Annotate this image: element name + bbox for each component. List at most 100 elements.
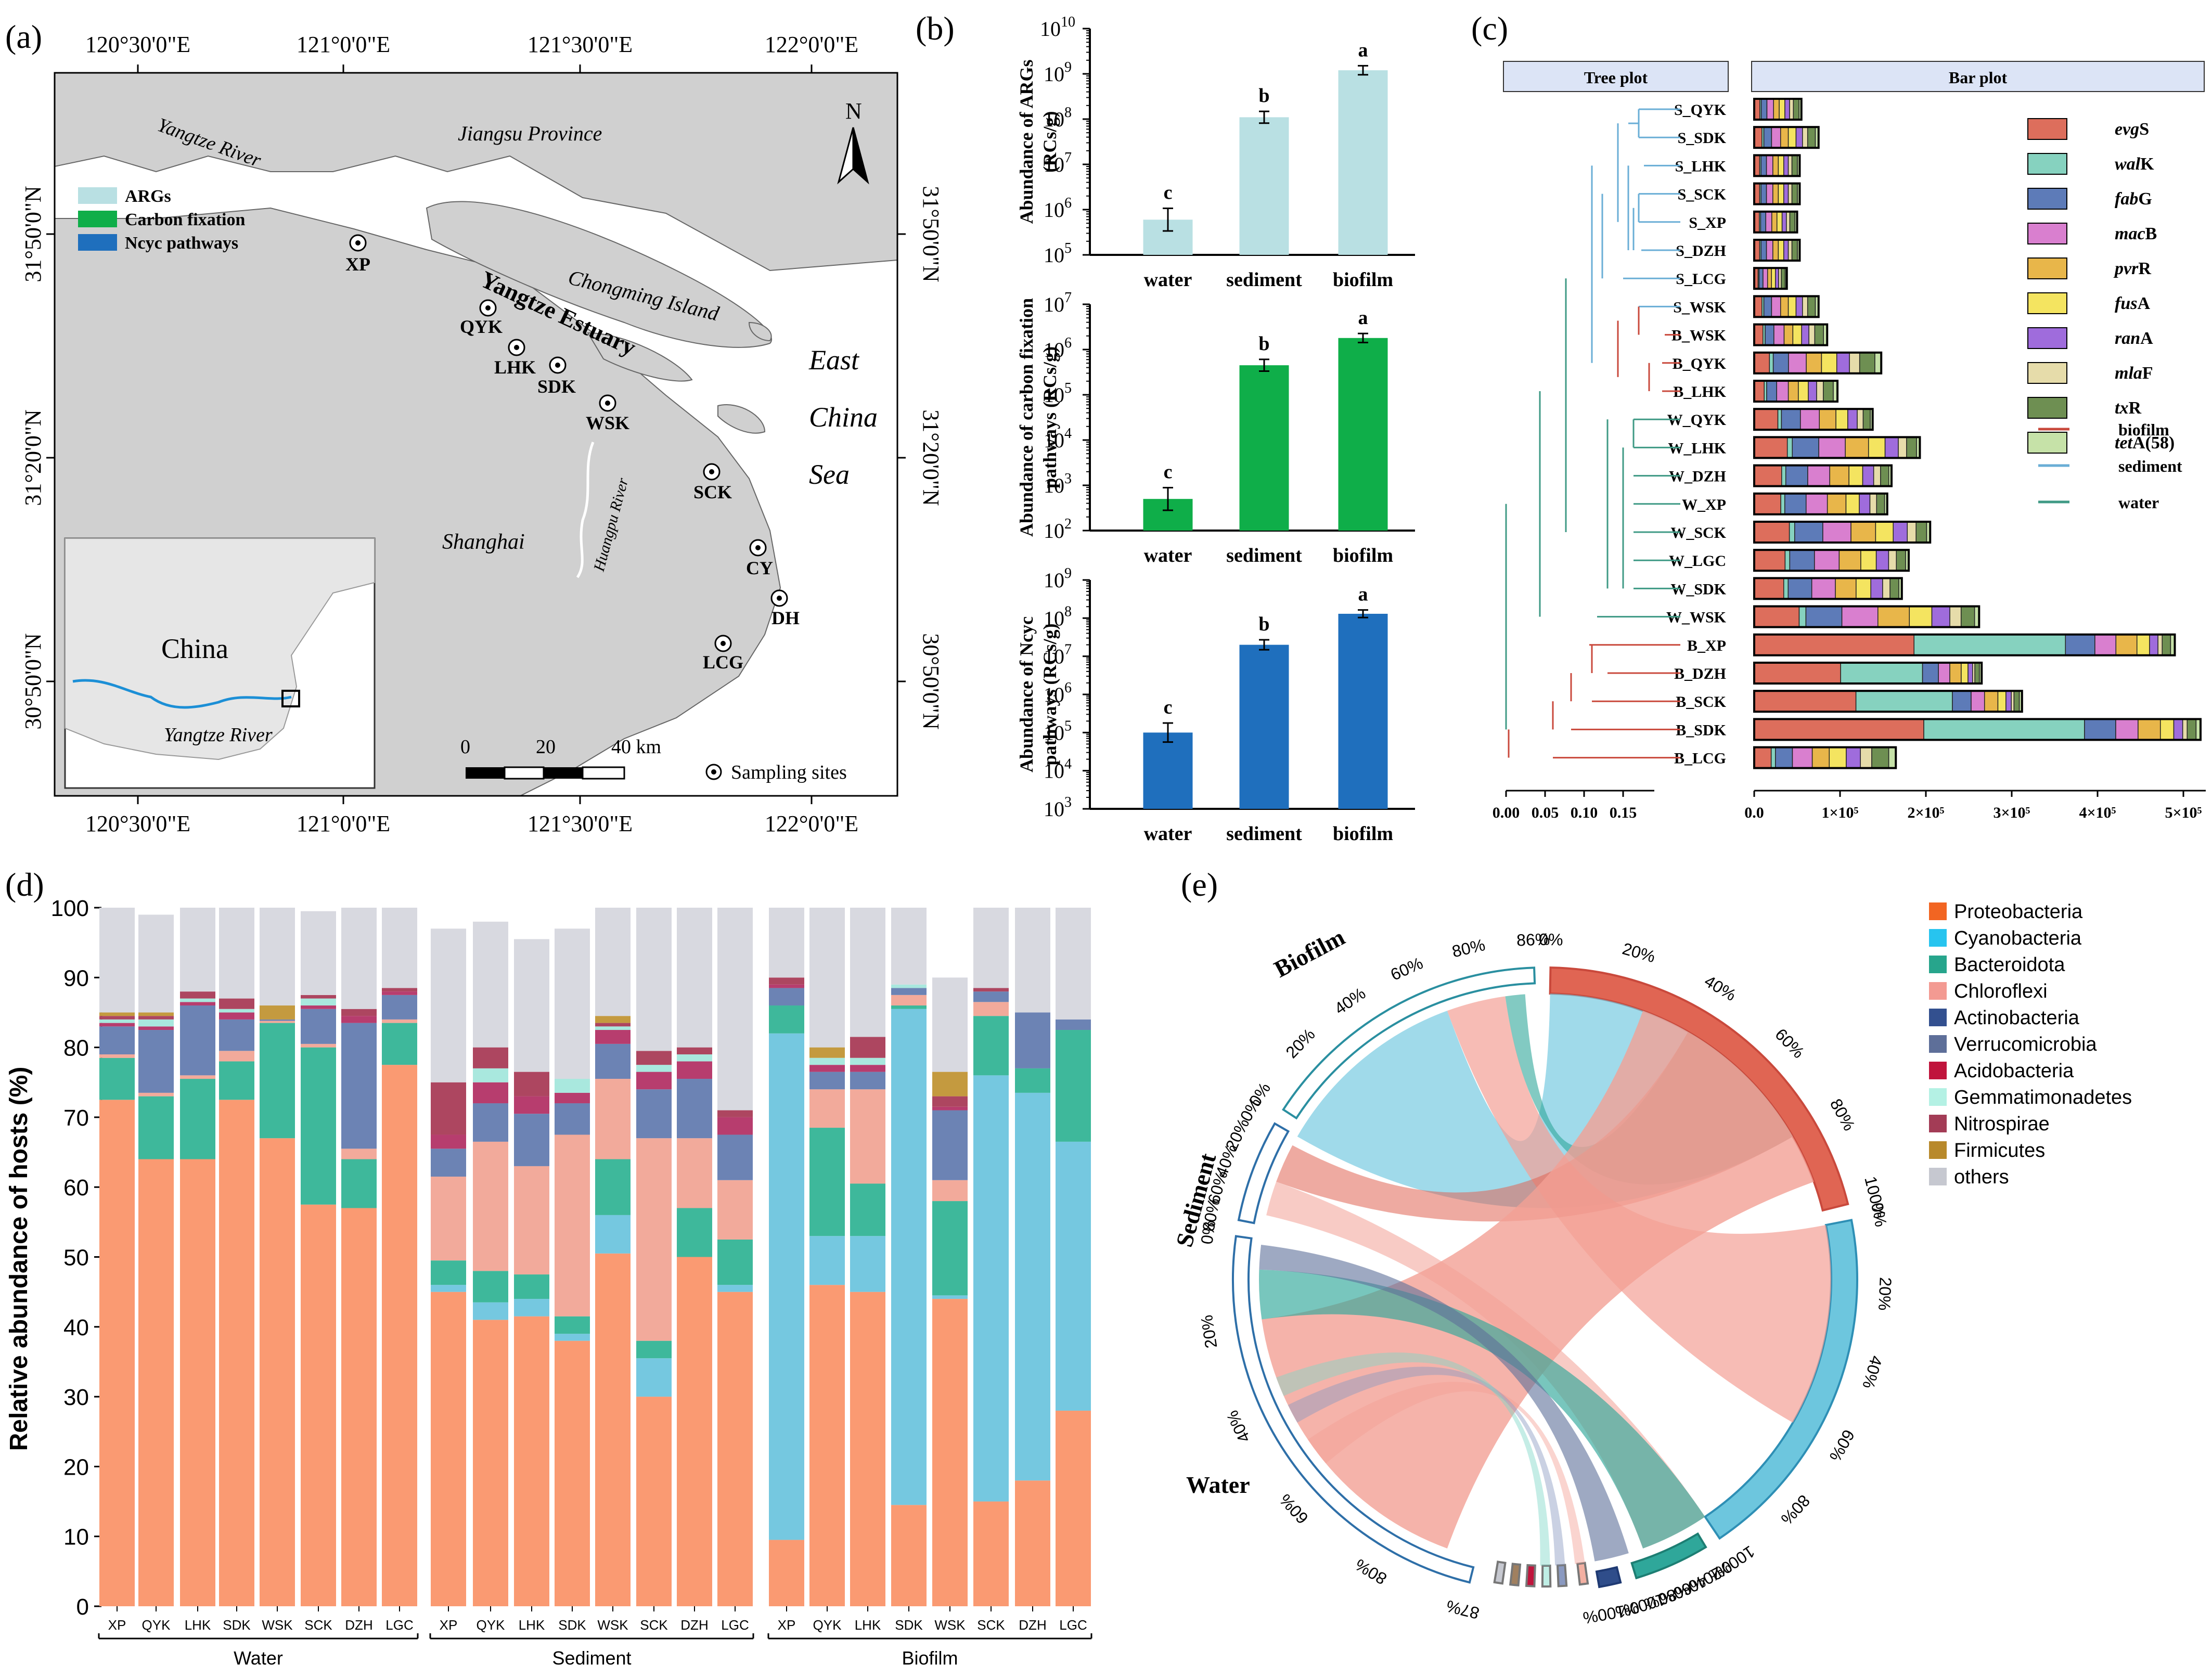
gene-segment <box>1781 408 1801 430</box>
gene-segment <box>2011 690 2015 712</box>
scale-0: 0 <box>460 736 470 758</box>
gene-segment <box>1760 211 1767 233</box>
gene-segment <box>1835 408 1848 430</box>
tree-leaf-label: S_DZH <box>1676 242 1726 260</box>
gene-segment <box>1823 380 1834 402</box>
x-tick-label: biofilm <box>1333 545 1393 566</box>
d-x-tick-label: WSK <box>597 1617 628 1633</box>
gene-segment <box>1780 126 1789 148</box>
y-axis-label-line1: Abundance of ARGs <box>1016 59 1037 224</box>
map-axes: 120°30'0"E 121°0'0"E 121°30'0"E 122°0'0"E 12… <box>20 32 944 836</box>
tree-leaf-label: S_WSK <box>1673 299 1726 316</box>
abundance-bar-biofilm <box>1338 70 1388 255</box>
host-segment-Firmicutes <box>809 1047 845 1058</box>
map-legend: ARGs Carbon fixation Ncyc pathways <box>78 187 246 253</box>
scale-seg-4 <box>582 766 625 780</box>
y-tick-exp: 7 <box>1064 150 1072 166</box>
host-segment-Bacteroidota <box>555 1316 590 1334</box>
stacked-bar-S_SCK <box>1753 182 1801 205</box>
bar-axis-tick-label: 2×10⁵ <box>1907 804 1944 821</box>
bar-plot-title: Bar plot <box>1949 68 2008 87</box>
chord-legend-swatch <box>1929 1115 1947 1132</box>
gene-segment <box>2160 718 2175 741</box>
host-segment-Bacteroidota <box>138 1096 174 1159</box>
china-label: China <box>809 402 878 433</box>
biofilm-tick: 60% <box>1387 953 1425 984</box>
inset-river-label: Yangtze River <box>164 724 273 746</box>
d-y-tick-label: 90 <box>63 965 89 991</box>
chord-legend-label: Verrucomicrobia <box>1954 1034 2097 1055</box>
host-segment-Cyanobacteria <box>717 1285 753 1292</box>
significance-letter: c <box>1164 696 1173 718</box>
gene-segment <box>1760 183 1767 205</box>
gene-segment <box>1754 380 1765 402</box>
gene-segment <box>1850 521 1876 543</box>
site-marker-dot <box>777 596 782 601</box>
top-lon-label: 120°30'0"E <box>85 32 190 57</box>
y-tick-label: 109 <box>1044 59 1072 86</box>
gene-segment <box>1760 154 1767 177</box>
cyano-tick: 0% <box>1868 1201 1891 1228</box>
gene-segment <box>1769 352 1774 374</box>
host-segment-Chloroflexi <box>301 1043 336 1048</box>
gene-segment <box>1967 662 1973 684</box>
gene-segment <box>1949 605 1962 628</box>
habitat-legend-label: water <box>2118 493 2159 512</box>
host-segment-Verrucomicrobia <box>1056 1019 1091 1030</box>
stacked-bar-S_QYK <box>1753 98 1803 121</box>
host-segment-Bacteroidota <box>99 1057 135 1100</box>
gene-segment <box>1859 493 1871 515</box>
tree-leaf-label: S_QYK <box>1674 101 1727 119</box>
abundance-bar-sediment <box>1239 365 1289 531</box>
x-tick-label: biofilm <box>1333 269 1393 291</box>
small-island-3 <box>748 321 772 342</box>
host-segment-others <box>1056 908 1091 1020</box>
site-marker-dot <box>355 240 361 246</box>
chord-label-biofilm: Biofilm <box>1270 923 1349 982</box>
gene-segment <box>1789 98 1794 120</box>
site-marker-dot <box>514 345 519 350</box>
right-lat-label: 31°20'0"N <box>918 409 944 506</box>
gene-segment <box>1754 577 1784 600</box>
x-tick-label: sediment <box>1226 823 1302 845</box>
host-segment-Gemmatimonadetes <box>636 1065 672 1072</box>
host-segment-Proteobacteria <box>138 1159 174 1606</box>
left-lat-label: 31°50'0"N <box>20 186 46 282</box>
y-axis-label-line2: pathways (RCs/g) <box>1039 346 1060 488</box>
gene-segment <box>1846 746 1861 769</box>
host-segment-Chloroflexi <box>850 1089 885 1184</box>
host-segment-Nitrospirae <box>677 1047 712 1055</box>
tree-axis-tick-label: 0.05 <box>1532 804 1559 821</box>
chord-legend-label: Chloroflexi <box>1954 981 2048 1002</box>
host-segment-others <box>219 908 254 999</box>
host-segment-Proteobacteria <box>555 1340 590 1606</box>
gene-segment <box>2136 634 2150 656</box>
host-segment-Acidobacteria <box>932 1106 968 1111</box>
gene-segment <box>1888 746 1896 769</box>
gene-segment <box>1787 183 1793 205</box>
host-segment-Gemmatimonadetes <box>301 998 336 1006</box>
gene-segment <box>1772 154 1779 177</box>
chord-legend-label: Actinobacteria <box>1954 1007 2080 1029</box>
host-segment-Firmicutes <box>932 1072 968 1096</box>
host-segment-Verrucomicrobia <box>341 1023 377 1149</box>
host-segment-Nitrospirae <box>341 1009 377 1016</box>
d-x-tick-label: LGC <box>385 1617 413 1633</box>
small-island <box>587 332 693 382</box>
host-segment-Acidobacteria <box>301 1005 336 1009</box>
gene-segment <box>1849 352 1860 374</box>
gene-legend-label: txR <box>2115 398 2141 418</box>
host-segment-Gemmatimonadetes <box>595 1026 631 1030</box>
water-tick: 0% <box>1197 1219 1219 1246</box>
host-segment-Cyanobacteria <box>555 1334 590 1341</box>
gene-legend-suffix: S <box>2139 120 2149 139</box>
gene-segment <box>1765 324 1774 346</box>
gene-legend-label: pvrR <box>2113 259 2151 278</box>
gene-segment <box>1792 746 1813 769</box>
chord-legend-swatch <box>1929 1168 1947 1185</box>
tree-leaf-label: W_XP <box>1682 496 1726 513</box>
gene-legend-label: fabG <box>2115 189 2152 209</box>
significance-letter: b <box>1258 85 1269 107</box>
north-arrow-right <box>852 127 869 185</box>
host-segment-Verrucomicrobia <box>180 1005 215 1076</box>
